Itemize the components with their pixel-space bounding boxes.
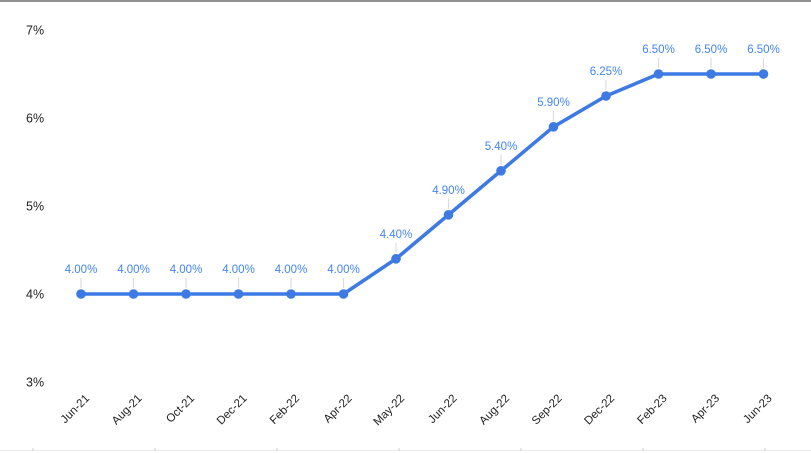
data-label: 6.50%	[695, 44, 728, 56]
data-point[interactable]	[233, 289, 244, 299]
data-label: 4.40%	[380, 229, 413, 241]
x-axis-tick-label: Aug-21	[110, 393, 145, 428]
x-axis-tick-label: Jun-22	[426, 393, 459, 426]
x-axis-tick-label: Apr-23	[689, 393, 722, 426]
data-point[interactable]	[601, 91, 611, 101]
data-label: 4.00%	[327, 264, 360, 276]
y-axis-tick-label: 5%	[26, 200, 44, 214]
data-label: 6.50%	[747, 44, 780, 56]
data-label: 5.40%	[485, 141, 518, 153]
data-point[interactable]	[548, 122, 559, 132]
data-point[interactable]	[128, 289, 139, 299]
x-axis-tick-label: Oct-21	[164, 393, 197, 426]
y-axis-tick-label: 3%	[26, 376, 44, 390]
data-point[interactable]	[496, 166, 506, 176]
x-axis-tick-label: Feb-22	[268, 393, 302, 427]
data-label: 5.90%	[537, 97, 570, 109]
x-axis-tick-label: Sep-22	[530, 393, 565, 428]
top-border	[0, 0, 811, 2]
data-point[interactable]	[653, 69, 664, 79]
data-label: 4.00%	[222, 264, 255, 276]
x-axis-tick-label: Jun-21	[59, 393, 92, 426]
x-axis-tick-label: May-22	[372, 393, 408, 429]
data-point[interactable]	[706, 69, 716, 79]
x-axis-tick-label: Dec-22	[582, 393, 617, 428]
data-point[interactable]	[338, 289, 349, 299]
y-axis-tick-label: 4%	[26, 288, 44, 302]
data-point[interactable]	[181, 289, 191, 299]
x-axis-tick-label: Dec-21	[215, 393, 250, 428]
data-label: 4.00%	[65, 264, 98, 276]
x-axis-tick-label: Jun-23	[741, 393, 774, 426]
data-point[interactable]	[286, 289, 296, 299]
data-label: 4.00%	[275, 264, 308, 276]
data-point[interactable]	[391, 253, 401, 264]
series-line	[79, 72, 766, 296]
x-axis-tick-label: Feb-23	[635, 393, 669, 427]
data-point[interactable]	[76, 289, 86, 299]
data-label: 6.25%	[590, 66, 623, 78]
data-label: 4.90%	[432, 185, 465, 197]
y-axis-tick-label: 7%	[26, 24, 44, 38]
x-axis-tick-label: Apr-22	[322, 393, 355, 426]
data-label: 6.50%	[642, 44, 675, 56]
data-point[interactable]	[758, 69, 769, 79]
y-axis-tick-label: 6%	[26, 112, 44, 126]
data-label: 4.00%	[117, 264, 150, 276]
data-label: 4.00%	[170, 264, 203, 276]
x-axis-tick-label: Aug-22	[477, 393, 512, 428]
data-point[interactable]	[443, 210, 454, 220]
